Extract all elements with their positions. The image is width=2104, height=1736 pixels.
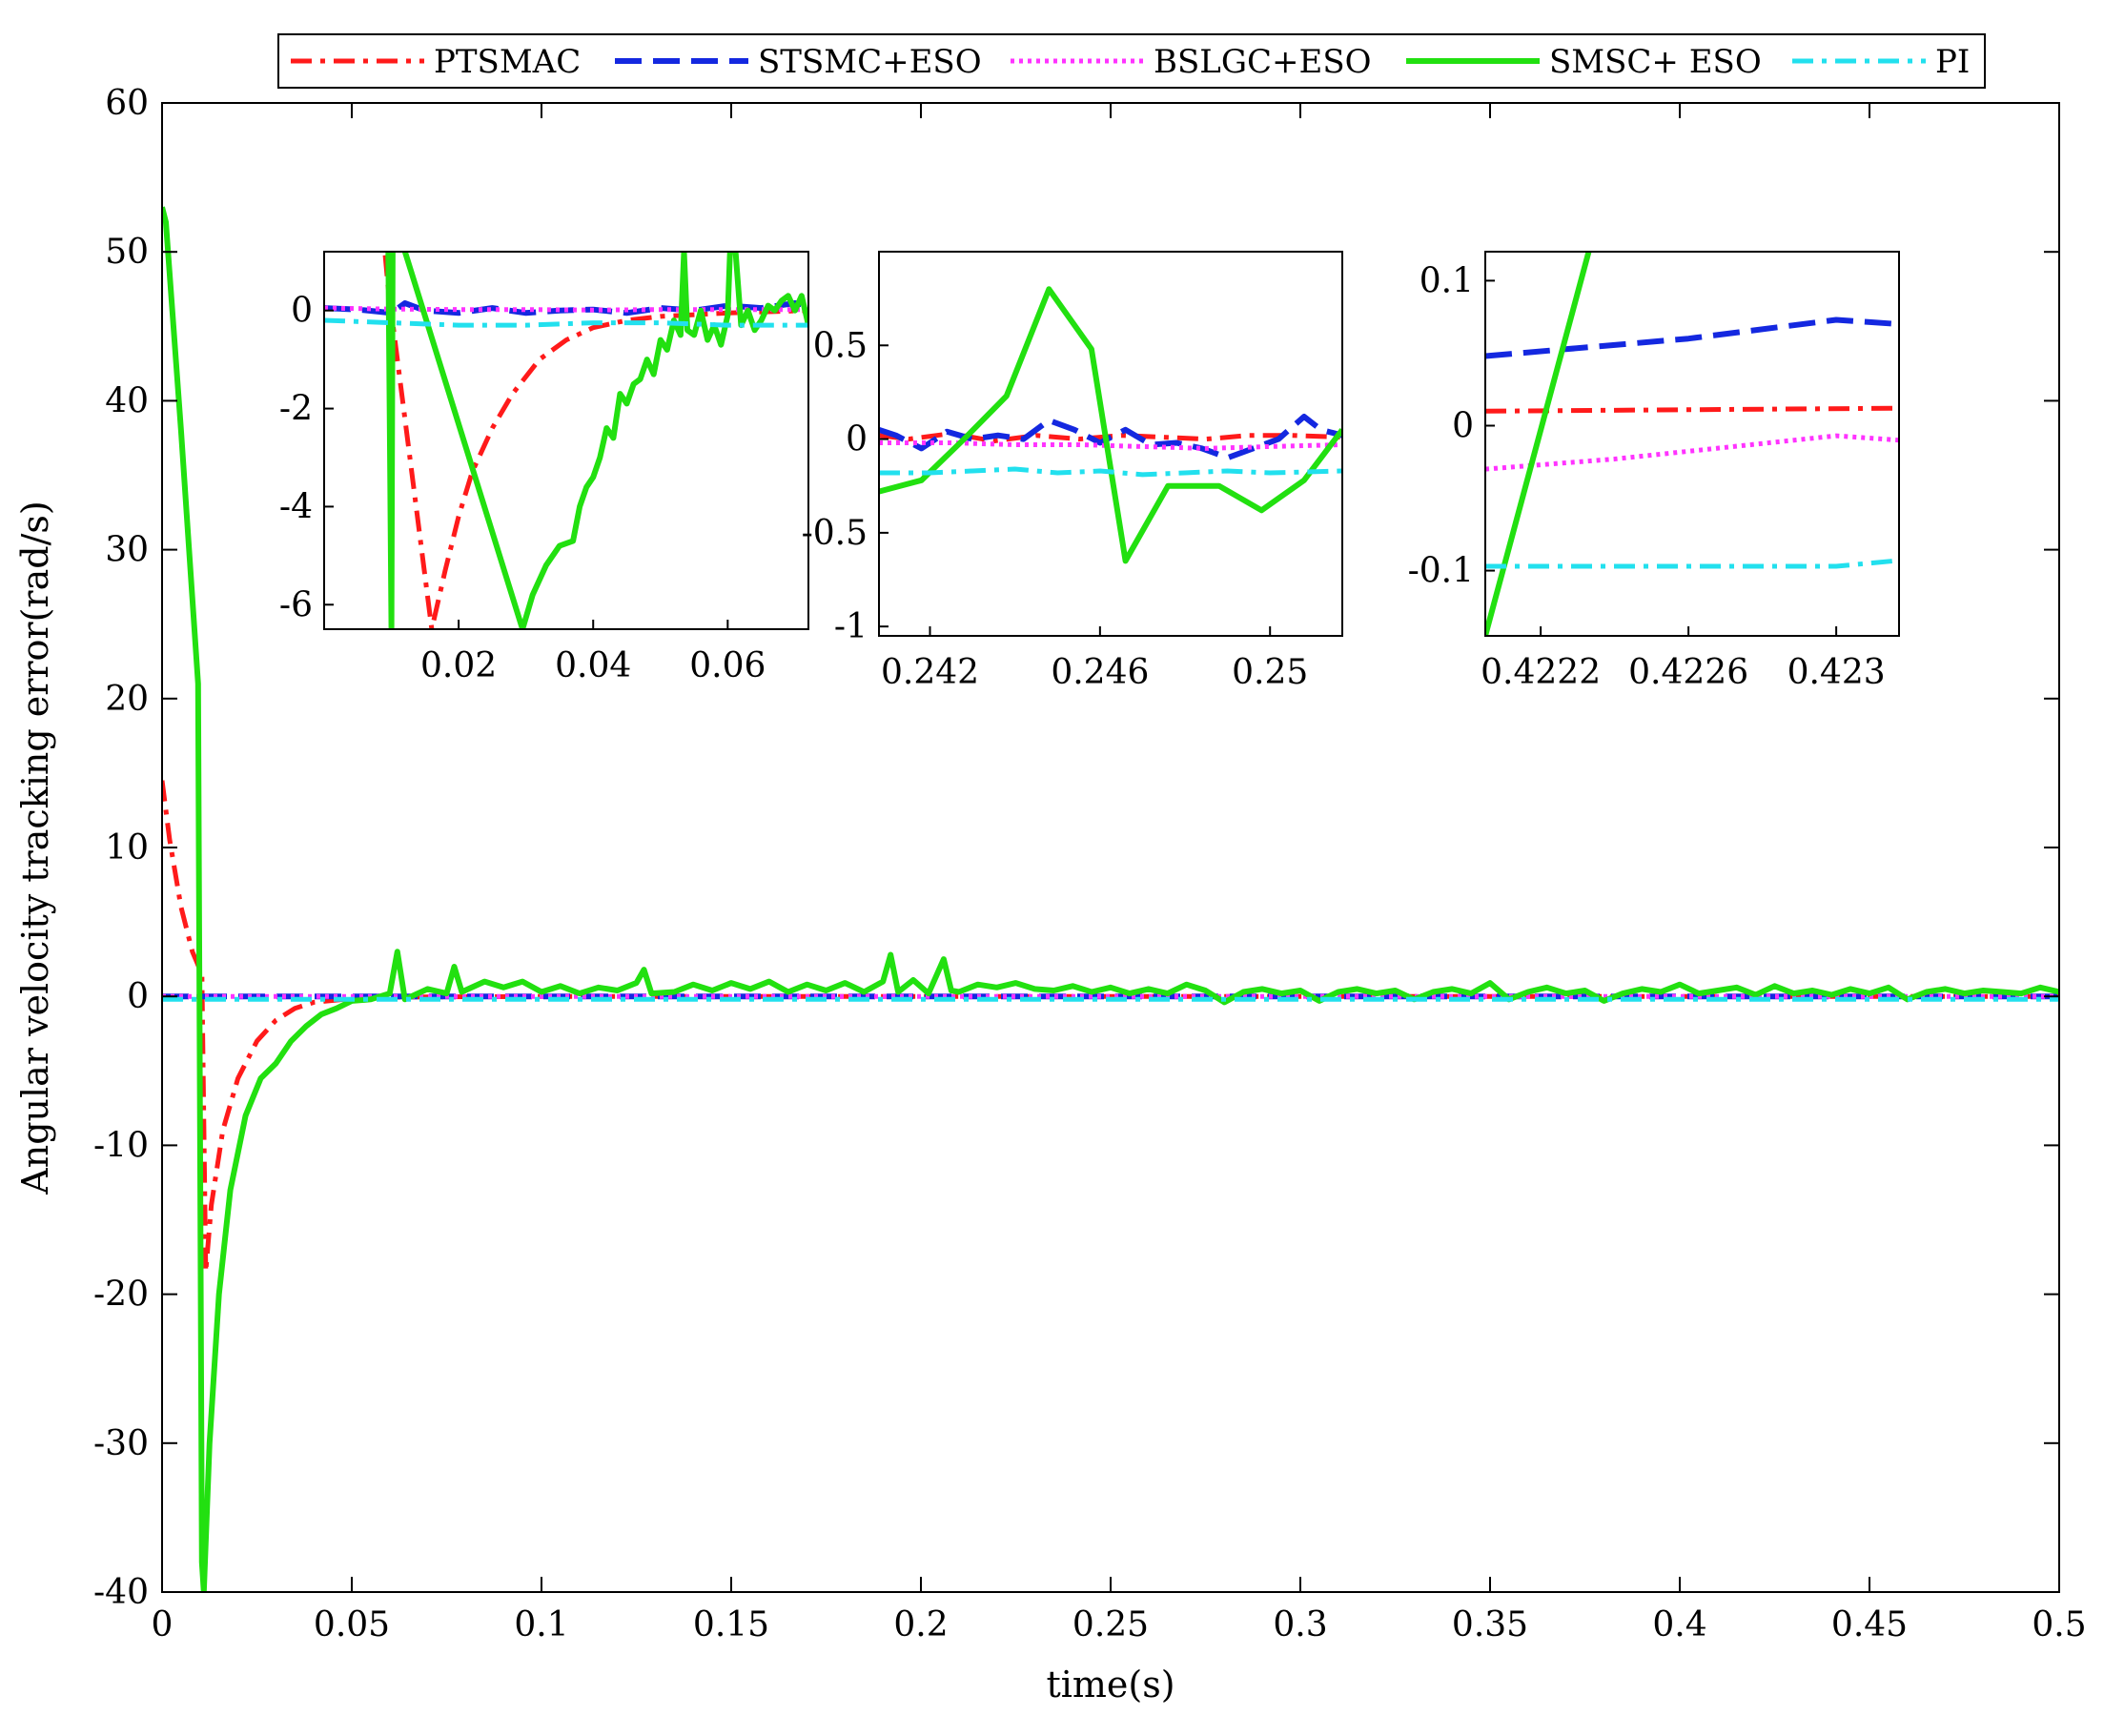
legend: PTSMAC STSMC+ESO BSLGC+ESO SMSC+ ESO PI — [277, 33, 1986, 89]
x-tick-label: 0.45 — [1831, 1605, 1908, 1644]
inset-x-tick-label: 0.423 — [1787, 653, 1886, 692]
inset-series-line-smsc-eso — [879, 286, 1342, 564]
y-tick-label: 20 — [105, 680, 149, 719]
legend-label-pi: PI — [1935, 43, 1970, 81]
x-tick-label: 0.5 — [2032, 1605, 2086, 1644]
inset-series-line-smsc-eso — [1485, 252, 1592, 636]
y-tick-label: -40 — [93, 1573, 149, 1612]
inset-y-tick-label: 0.5 — [813, 326, 868, 365]
y-tick-label: -10 — [93, 1126, 149, 1165]
x-tick-label: 0.35 — [1452, 1605, 1528, 1644]
inset-y-tick-label: -2 — [279, 390, 313, 429]
main-series-group — [162, 206, 2059, 1592]
inset-series-line-bslgc-eso — [1485, 433, 1899, 472]
inset-x-tick-label: 0.4226 — [1628, 653, 1748, 692]
x-tick-label: 0.15 — [693, 1605, 769, 1644]
inset-y-tick-label: 0 — [1452, 406, 1474, 445]
x-tick-label: 0.1 — [514, 1605, 568, 1644]
inset-x-tick-label: 0.04 — [555, 646, 631, 685]
y-tick-label: 30 — [105, 531, 149, 570]
legend-label-bslgc-eso: BSLGC+ESO — [1154, 43, 1372, 81]
y-tick-label: 0 — [127, 977, 149, 1016]
legend-label-ptsmac: PTSMAC — [434, 43, 581, 81]
y-tick-label: -30 — [93, 1424, 149, 1463]
inset-y-tick-label: 0 — [291, 292, 313, 331]
x-axis-label: time(s) — [1046, 1664, 1175, 1705]
inset-series-group — [324, 252, 808, 629]
inset-y-tick-label: -6 — [279, 585, 313, 624]
inset-x-tick-label: 0.25 — [1232, 653, 1308, 692]
inset-x-tick-label: 0.242 — [881, 653, 979, 692]
y-tick-label: 10 — [105, 828, 149, 868]
x-tick-label: 0.2 — [893, 1605, 948, 1644]
x-tick-label: 0 — [152, 1605, 174, 1644]
inset-series-line-ptsmac — [382, 252, 808, 629]
x-tick-label: 0.3 — [1273, 1605, 1327, 1644]
legend-label-stsmc-eso: STSMC+ESO — [758, 43, 982, 81]
legend-label-smsc-eso: SMSC+ ESO — [1549, 43, 1762, 81]
x-tick-label: 0.4 — [1652, 1605, 1706, 1644]
inset-series-line-pi — [1485, 558, 1899, 569]
inset-plots: 0.02 0.04 0.06 0 -2 -4 -6 0.242 0.246 0.25 0.5 0 -0.… — [279, 251, 1900, 692]
inset-x-tick-label: 0.02 — [420, 646, 497, 685]
y-axis-label: Angular velocity tracking error(rad/s) — [14, 500, 56, 1195]
inset-series-line-ptsmac — [1485, 405, 1899, 414]
inset-plot-2: 0.242 0.246 0.25 0.5 0 -0.5 -1 — [802, 251, 1343, 692]
inset-x-tick-label: 0.4222 — [1481, 653, 1601, 692]
y-tick-label: 40 — [105, 381, 149, 420]
inset-y-tick-label: -1 — [834, 607, 868, 646]
inset-y-tick-label: -0.5 — [802, 514, 868, 553]
inset-frame — [1484, 251, 1900, 637]
inset-y-tick-label: -0.1 — [1408, 552, 1474, 591]
inset-series-line-stsmc-eso — [1485, 317, 1899, 359]
inset-series-group — [1485, 252, 1899, 636]
y-tick-label: -20 — [93, 1276, 149, 1315]
y-tick-label: 50 — [105, 233, 149, 272]
inset-plot-1: 0.02 0.04 0.06 0 -2 -4 -6 — [279, 251, 809, 685]
inset-x-tick-label: 0.246 — [1051, 653, 1149, 692]
inset-series-line-pi — [324, 317, 808, 328]
x-tick-label: 0.25 — [1072, 1605, 1149, 1644]
inset-plot-3: 0.4222 0.4226 0.423 0.1 0 -0.1 — [1408, 251, 1900, 692]
inset-y-tick-label: -4 — [279, 487, 313, 526]
y-tick-label: 60 — [105, 84, 149, 123]
x-tick-label: 0.05 — [314, 1605, 390, 1644]
inset-series-line-stsmc-eso — [879, 414, 1342, 461]
inset-y-tick-label: 0.1 — [1420, 261, 1474, 300]
inset-series-line-bslgc-eso — [324, 305, 808, 313]
inset-background — [1485, 252, 1899, 636]
main-plot-area: 0 0.05 0.1 0.15 0.2 0.25 0.3 0.35 0.4 0.45 0.5-40-… — [93, 84, 2087, 1644]
series-line-smsc-eso — [162, 206, 2059, 1592]
inset-series-line-bslgc-eso — [879, 440, 1342, 451]
inset-series-line-ptsmac — [879, 431, 1342, 444]
inset-frame — [878, 251, 1343, 637]
inset-frame — [323, 251, 809, 630]
inset-series-group — [879, 286, 1342, 564]
inset-y-tick-label: 0 — [846, 420, 868, 460]
inset-x-tick-label: 0.06 — [689, 646, 766, 685]
inset-series-line-pi — [879, 466, 1342, 478]
